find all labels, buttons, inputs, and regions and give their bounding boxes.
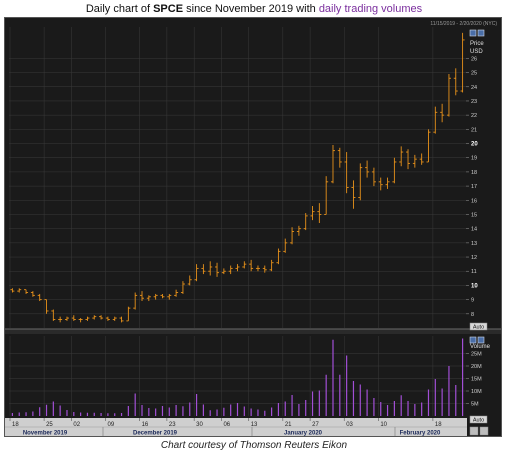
close-icon-volume[interactable] (477, 336, 485, 344)
volume-tick-label: 15M (471, 377, 482, 383)
price-tick-label: 14 (471, 227, 477, 233)
title-volume: daily trading volumes (318, 3, 423, 15)
price-tick-label: 19 (471, 156, 477, 162)
x-tick-label: 09 (107, 422, 114, 428)
x-tick-label: 10 (380, 422, 387, 428)
x-tick-label: 23 (169, 422, 176, 428)
price-tick-label: 22 (471, 113, 477, 119)
price-tick-label: 17 (471, 184, 477, 190)
x-tick-label: 18 (435, 422, 442, 428)
month-label: November 2019 (23, 431, 68, 437)
x-tick-label: 02 (73, 422, 80, 428)
auto-button-price-label: Auto (473, 325, 484, 331)
price-tick-label: 21 (471, 127, 477, 133)
currency-axis-label: USD (470, 49, 483, 55)
chart-caption: Chart courtesy of Thomson Reuters Eikon (160, 440, 348, 451)
month-label: January 2020 (284, 431, 323, 437)
restore-icon-volume[interactable] (469, 336, 477, 344)
volume-tick-label: 5M (471, 402, 479, 408)
price-tick-label: 13 (471, 241, 477, 247)
title-ticker: SPCE (153, 3, 184, 15)
x-tick-label: 03 (346, 422, 353, 428)
price-tick-label: 18 (471, 170, 477, 176)
month-label: December 2019 (133, 431, 178, 437)
title-middle: since November 2019 with (186, 3, 316, 15)
volume-tick-label: 10M (471, 389, 482, 395)
price-tick-label: 9 (471, 298, 474, 304)
price-tick-label: 16 (471, 198, 477, 204)
title-prefix: Daily chart of (85, 3, 151, 15)
price-tick-label: 23 (471, 99, 477, 105)
volume-tick-label: 20M (471, 364, 482, 370)
restore-icon-price[interactable] (469, 29, 477, 37)
price-axis-label: Price (470, 41, 484, 47)
month-label: February 2020 (400, 431, 441, 437)
x-tick-label: 13 (251, 422, 258, 428)
auto-button-volume-label: Auto (473, 418, 484, 424)
scroll-right-button[interactable] (479, 426, 489, 436)
volume-tick-label: 25M (471, 352, 482, 358)
pane-separator (5, 329, 501, 334)
auto-button-volume[interactable] (469, 415, 488, 424)
price-tick-label: 24 (471, 85, 477, 91)
x-tick-label: 21 (285, 422, 292, 428)
x-tick-label: 16 (142, 422, 149, 428)
price-tick-label: 20 (471, 142, 478, 148)
volume-axis-label: Volume (470, 344, 491, 350)
date-range: 11/15/2019 - 2/20/2020 (NYC) (430, 21, 497, 27)
price-tick-label: 25 (471, 71, 477, 77)
price-tick-label: 26 (471, 56, 477, 62)
scroll-left-button[interactable] (469, 426, 479, 436)
close-icon-price[interactable] (477, 29, 485, 37)
price-tick-label: 8 (471, 312, 474, 318)
x-tick-label: 06 (223, 422, 230, 428)
x-tick-label: 25 (46, 422, 53, 428)
auto-button-price[interactable] (469, 322, 488, 331)
x-tick-label: 18 (12, 422, 19, 428)
price-tick-label: 11 (471, 269, 477, 275)
price-tick-label: 15 (471, 212, 477, 218)
price-tick-label: 12 (471, 255, 477, 261)
price-tick-label: 10 (471, 283, 478, 289)
x-tick-label: 30 (196, 422, 203, 428)
x-tick-label: 27 (312, 422, 319, 428)
chart-title: Daily chart of SPCE since November 2019 … (0, 3, 508, 15)
